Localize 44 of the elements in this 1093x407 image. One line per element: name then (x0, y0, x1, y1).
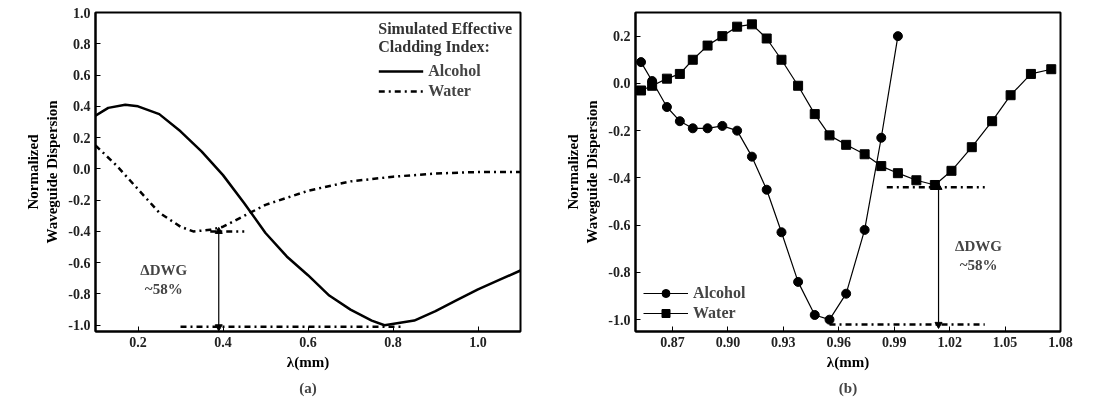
x-axis-title: λ(mm) (286, 353, 330, 371)
y-axis-title: Normalized Waveguide Dispersion (25, 99, 61, 244)
x-axis-title: λ(mm) (826, 353, 870, 371)
x-tick-label: 0.99 (881, 334, 907, 350)
y-tick-label: 0.0 (73, 161, 91, 177)
y-tick-label: -0.6 (68, 255, 91, 271)
y-tick-label: 0.2 (73, 130, 91, 146)
text: (a) (299, 379, 317, 397)
y-tick-label: 1.0 (73, 5, 91, 21)
x-tick-label: 0.90 (715, 334, 741, 350)
y-tick-label: -0.4 (608, 170, 631, 186)
x-tick-label: 0.96 (826, 334, 852, 350)
x-tick-label: 0.8 (384, 334, 402, 350)
x-tick-label: 0.87 (660, 334, 685, 350)
annotation: ΔDWG ~58% (955, 238, 1003, 274)
annotation: ΔDWG ~58% (140, 261, 188, 297)
y-tick-label: -1.0 (68, 318, 91, 334)
y-tick-label: -0.8 (68, 286, 91, 302)
y-tick-label: -0.6 (608, 218, 631, 234)
y-tick-label: -0.4 (68, 224, 91, 240)
y-tick-label: 0.8 (73, 36, 91, 52)
y-tick-label: -1.0 (608, 312, 631, 328)
y-axis-title: Normalized Waveguide Dispersion (565, 99, 601, 244)
x-tick-label: 1.0 (469, 334, 487, 350)
y-tick-label: 0.6 (73, 68, 91, 84)
x-tick-label: 0.93 (771, 334, 796, 350)
x-tick-label: 1.02 (937, 334, 962, 350)
x-tick-label: 1.05 (992, 334, 1018, 350)
x-tick-label: 1.08 (1048, 334, 1073, 350)
y-tick-label: -0.8 (608, 265, 631, 281)
x-tick-label: 0.2 (129, 334, 147, 350)
y-tick-label: 0.2 (613, 29, 631, 45)
text: (b) (838, 379, 858, 397)
y-tick-label: -0.2 (608, 123, 631, 139)
legend-label: Water (428, 82, 471, 100)
x-tick-label: 0.6 (299, 334, 317, 350)
legend-label: Alcohol (693, 284, 746, 302)
legend-label: Alcohol (428, 62, 481, 80)
legend-title: Simulated Effective Cladding Index: (378, 20, 512, 56)
legend-label: Water (693, 304, 736, 322)
y-tick-label: -0.2 (68, 193, 91, 209)
x-tick-label: 0.4 (214, 334, 232, 350)
y-tick-label: 0.0 (613, 76, 631, 92)
y-tick-label: 0.4 (73, 99, 91, 115)
